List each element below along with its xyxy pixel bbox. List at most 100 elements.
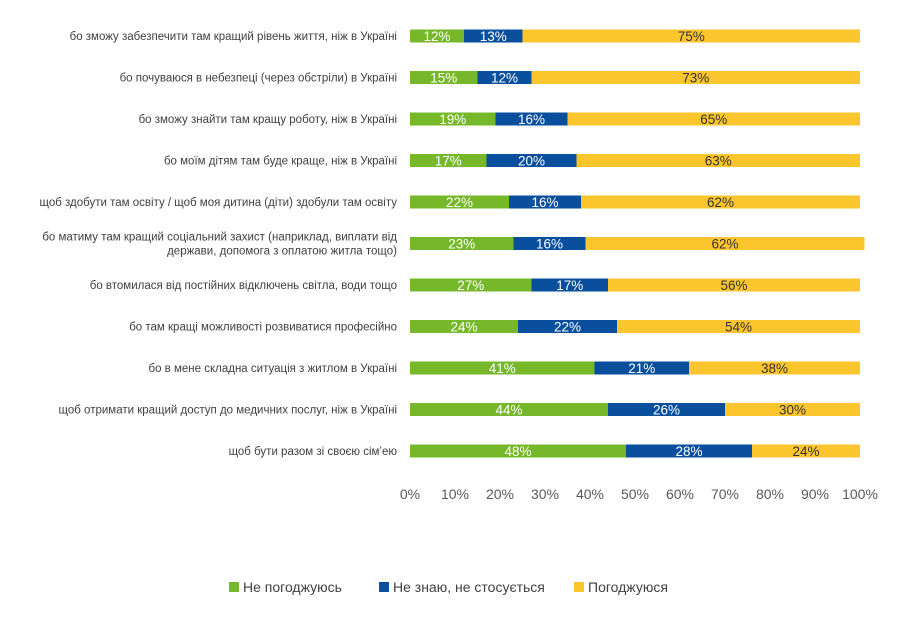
bar-segment: [567, 112, 860, 126]
bar-segment: [585, 237, 865, 250]
x-tick-label: 0%: [400, 486, 420, 502]
category-label-line: щоб бути разом зі своєю сім’ею: [229, 446, 398, 458]
bar-segment: [410, 320, 518, 333]
x-tick-label: 100%: [842, 486, 878, 502]
bar-segment: [725, 403, 860, 416]
data-label: 62%: [707, 195, 734, 210]
x-tick-label: 30%: [531, 486, 559, 502]
bar-segment: [689, 361, 860, 375]
data-label: 16%: [536, 237, 563, 252]
x-tick-label: 10%: [441, 486, 469, 502]
data-label: 16%: [518, 112, 545, 127]
category-label-line: бо почуваюся в небезпеці (через обстріли…: [120, 73, 397, 85]
bar-segment: [495, 112, 568, 126]
data-label: 63%: [705, 154, 732, 169]
bar-segment: [410, 237, 514, 250]
category-labels: бо зможу забезпечити там кращий рівень ж…: [40, 31, 398, 458]
legend-swatch: [574, 582, 584, 592]
data-label: 41%: [489, 361, 516, 376]
category-label-line: щоб отримати кращий доступ до медичних п…: [59, 405, 397, 417]
data-label: 28%: [675, 444, 702, 459]
data-label: 38%: [761, 361, 788, 376]
bar-segment: [581, 195, 860, 209]
bar-segment: [410, 154, 487, 167]
x-axis-ticks: 0% 10% 20% 30% 40% 50% 60% 70% 80% 90% 100%: [400, 486, 878, 502]
bar-segment: [513, 237, 586, 250]
category-label-line: бо втомилася від постійних відключень св…: [90, 280, 397, 292]
bar-segment: [410, 71, 478, 84]
category-label: бо там кращі можливості розвиватися проф…: [129, 322, 397, 334]
x-tick-label: 90%: [801, 486, 829, 502]
bar-segment: [608, 403, 725, 416]
bar-segment: [608, 278, 860, 292]
bar-segment: [531, 278, 608, 292]
bar-segment: [522, 29, 860, 43]
category-label-line: бо моїм дітям там буде краще, ніж в Укра…: [164, 156, 397, 168]
bar-segment: [410, 29, 464, 43]
bar-segment: [410, 361, 595, 375]
bar-segment: [531, 71, 860, 84]
x-tick-label: 20%: [486, 486, 514, 502]
category-label: бо почуваюся в небезпеці (через обстріли…: [120, 73, 397, 85]
data-label: 21%: [628, 361, 655, 376]
data-label: 62%: [711, 237, 738, 252]
data-label: 73%: [682, 71, 709, 86]
data-label: 23%: [448, 237, 475, 252]
bar-segment: [617, 320, 860, 333]
bar-segment: [410, 112, 496, 126]
category-label-line: бо в мене складна ситуація з житлом в Ук…: [149, 363, 398, 375]
data-label: 20%: [518, 154, 545, 169]
data-label: 19%: [439, 112, 466, 127]
bar-segment: [410, 444, 626, 458]
x-tick-label: 70%: [711, 486, 739, 502]
data-label: 56%: [720, 278, 747, 293]
legend-label: Не знаю, не стосується: [393, 579, 545, 595]
legend-swatch: [379, 582, 389, 592]
bar-segment: [509, 195, 581, 209]
category-label: щоб здобути там освіту / щоб моя дитина …: [40, 197, 398, 209]
category-label: бо втомилася від постійних відключень св…: [90, 280, 397, 292]
x-tick-label: 40%: [576, 486, 604, 502]
category-label-line: бо матиму там кращий соціальний захист (…: [42, 232, 397, 244]
data-label: 26%: [653, 403, 680, 418]
category-label-line: бо там кращі можливості розвиватися проф…: [129, 322, 397, 334]
legend: Не погоджуюсь Не знаю, не стосується Погод…: [229, 579, 668, 595]
bar-segment: [464, 29, 523, 43]
data-label: 22%: [446, 195, 473, 210]
data-label: 48%: [504, 444, 531, 459]
x-tick-label: 80%: [756, 486, 784, 502]
category-label: бо зможу забезпечити там кращий рівень ж…: [70, 31, 397, 43]
category-label: бо в мене складна ситуація з житлом в Ук…: [149, 363, 398, 375]
data-label: 12%: [423, 29, 450, 44]
data-label: 22%: [554, 320, 581, 335]
category-label: бо моїм дітям там буде краще, ніж в Укра…: [164, 156, 397, 168]
data-label: 16%: [531, 195, 558, 210]
data-label: 17%: [435, 154, 462, 169]
category-label: бо зможу знайти там кращу роботу, ніж в …: [139, 114, 397, 126]
bars-layer: 12% 13% 75% 15% 12% 73% 19% 16% 65% 17% 20% 63% 22% 1…: [410, 29, 865, 459]
data-label: 27%: [457, 278, 484, 293]
bar-segment: [410, 195, 509, 209]
data-label: 13%: [480, 29, 507, 44]
bar-segment: [594, 361, 689, 375]
bar-segment: [518, 320, 617, 333]
bar-segment: [410, 278, 532, 292]
data-label: 54%: [725, 320, 752, 335]
category-label-line: держави, допомога з оплатою житла тощо): [167, 246, 397, 258]
x-tick-label: 60%: [666, 486, 694, 502]
legend-label: Не погоджуюсь: [243, 579, 342, 595]
category-label: щоб отримати кращий доступ до медичних п…: [59, 405, 397, 417]
bar-segment: [410, 403, 608, 416]
data-label: 30%: [779, 403, 806, 418]
bar-segment: [752, 444, 860, 458]
data-label: 24%: [792, 444, 819, 459]
category-label: бо матиму там кращий соціальний захист (…: [42, 232, 397, 258]
legend-swatch: [229, 582, 239, 592]
category-label-line: бо зможу знайти там кращу роботу, ніж в …: [139, 114, 397, 126]
category-label-line: щоб здобути там освіту / щоб моя дитина …: [40, 197, 398, 209]
data-label: 15%: [430, 71, 457, 86]
data-label: 65%: [700, 112, 727, 127]
data-label: 44%: [495, 403, 522, 418]
data-label: 12%: [491, 71, 518, 86]
